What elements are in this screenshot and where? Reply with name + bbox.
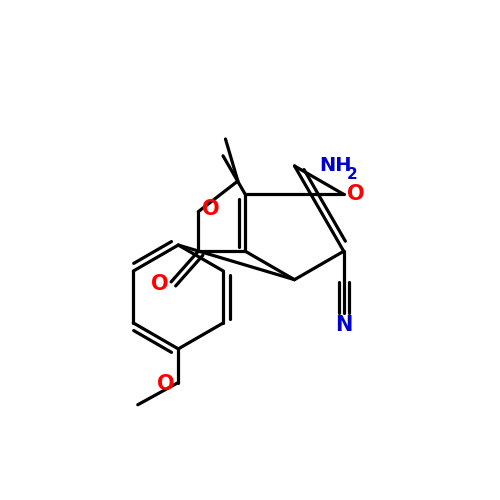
Text: N: N bbox=[335, 316, 352, 336]
Text: NH: NH bbox=[319, 156, 352, 176]
Text: O: O bbox=[152, 274, 169, 294]
Text: 2: 2 bbox=[346, 168, 357, 182]
Text: O: O bbox=[348, 184, 365, 204]
Text: O: O bbox=[157, 374, 175, 394]
Text: O: O bbox=[202, 199, 220, 219]
